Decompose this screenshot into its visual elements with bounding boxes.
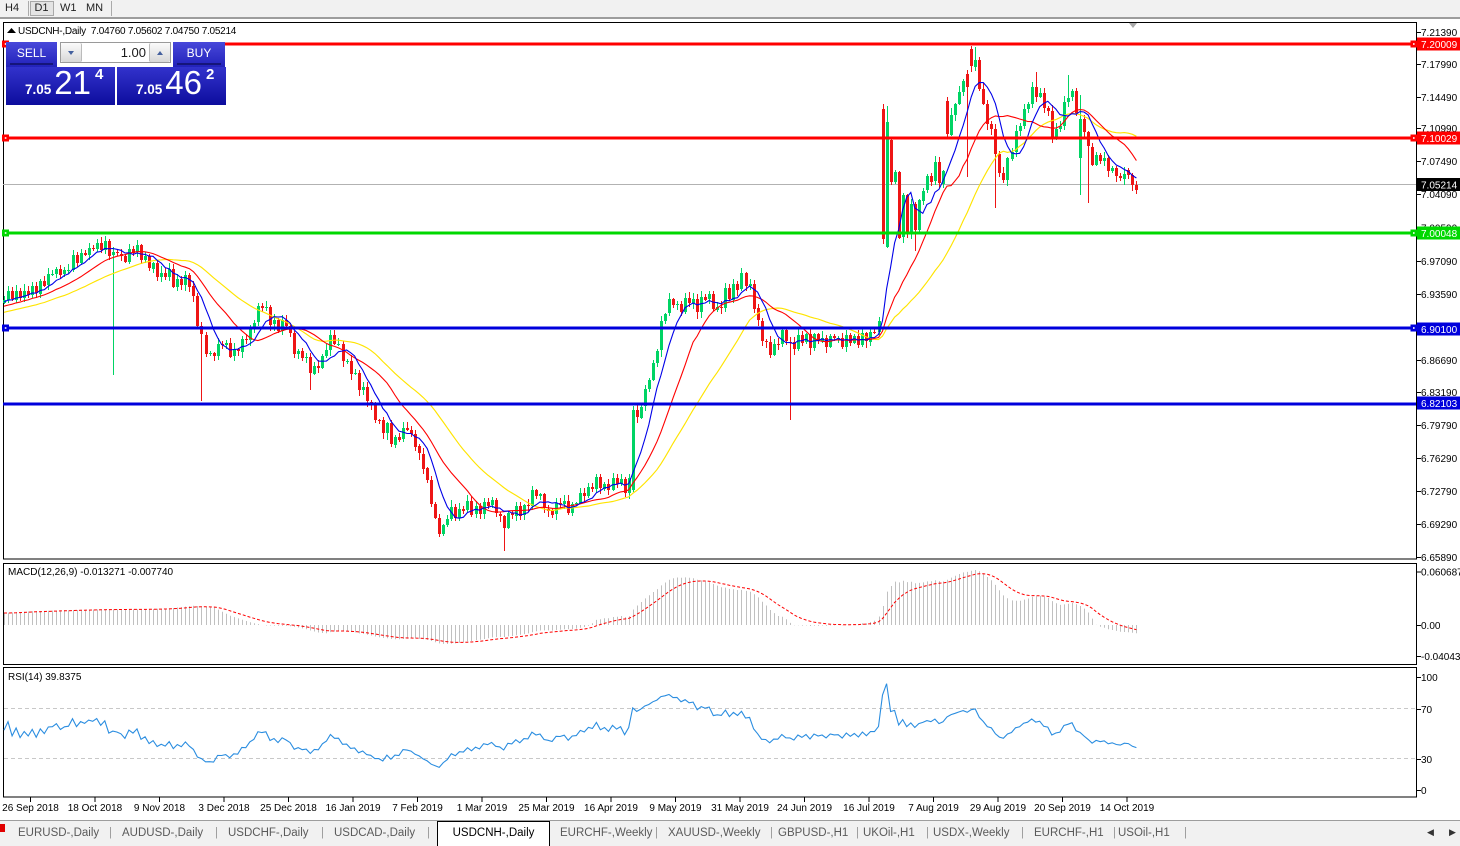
svg-text:7.10990: 7.10990 [1421,124,1458,135]
svg-text:1 Mar 2019: 1 Mar 2019 [457,803,508,814]
svg-text:MACD(12,26,9) -0.013271 -0.007: MACD(12,26,9) -0.013271 -0.007740 [8,567,174,578]
svg-text:20 Sep 2019: 20 Sep 2019 [1034,803,1091,814]
svg-text:7.04090: 7.04090 [1421,190,1458,201]
svg-text:6.69290: 6.69290 [1421,520,1458,531]
svg-text:7.21390: 7.21390 [1421,28,1458,39]
svg-text:7.14490: 7.14490 [1421,93,1458,104]
svg-text:30: 30 [1421,755,1433,766]
svg-text:6.90100: 6.90100 [1421,325,1458,336]
svg-text:9 Nov 2018: 9 Nov 2018 [134,803,186,814]
svg-text:7.10029: 7.10029 [1421,134,1458,145]
svg-text:6.83190: 6.83190 [1421,388,1458,399]
svg-text:0.060687: 0.060687 [1421,568,1460,579]
svg-text:7.07490: 7.07490 [1421,157,1458,168]
svg-text:6.72790: 6.72790 [1421,487,1458,498]
svg-text:6.97090: 6.97090 [1421,257,1458,268]
svg-text:RSI(14) 39.8375: RSI(14) 39.8375 [8,672,82,683]
svg-text:6.65890: 6.65890 [1421,553,1458,564]
svg-text:6.79790: 6.79790 [1421,421,1458,432]
svg-text:USDCNH-,Daily 7.04760 7.05602: USDCNH-,Daily 7.04760 7.05602 7.04750 7.… [18,26,237,37]
svg-text:16 Jan 2019: 16 Jan 2019 [325,803,380,814]
svg-text:16 Apr 2019: 16 Apr 2019 [584,803,638,814]
svg-text:25 Mar 2019: 25 Mar 2019 [518,803,575,814]
svg-text:6.76290: 6.76290 [1421,454,1458,465]
svg-text:7.20009: 7.20009 [1421,40,1458,51]
svg-text:9 May 2019: 9 May 2019 [649,803,702,814]
svg-text:31 May 2019: 31 May 2019 [711,803,769,814]
svg-text:29 Aug 2019: 29 Aug 2019 [970,803,1027,814]
svg-text:7.05214: 7.05214 [1421,181,1458,192]
svg-text:100: 100 [1421,673,1438,684]
svg-text:7 Feb 2019: 7 Feb 2019 [392,803,443,814]
svg-text:6.86690: 6.86690 [1421,356,1458,367]
svg-text:7 Aug 2019: 7 Aug 2019 [908,803,959,814]
svg-text:6.82103: 6.82103 [1421,399,1458,410]
svg-text:7.17990: 7.17990 [1421,60,1458,71]
svg-text:25 Dec 2018: 25 Dec 2018 [260,803,317,814]
svg-text:6.93590: 6.93590 [1421,290,1458,301]
svg-text:3 Dec 2018: 3 Dec 2018 [198,803,250,814]
svg-text:-0.040432: -0.040432 [1421,652,1460,663]
svg-text:0: 0 [1421,786,1427,797]
svg-text:18 Oct 2018: 18 Oct 2018 [68,803,123,814]
svg-text:16 Jul 2019: 16 Jul 2019 [843,803,895,814]
svg-text:70: 70 [1421,705,1433,716]
svg-text:0.00: 0.00 [1421,621,1441,632]
svg-text:26 Sep 2018: 26 Sep 2018 [2,803,59,814]
svg-text:24 Jun 2019: 24 Jun 2019 [777,803,832,814]
svg-text:7.00048: 7.00048 [1421,229,1458,240]
svg-text:14 Oct 2019: 14 Oct 2019 [1100,803,1155,814]
